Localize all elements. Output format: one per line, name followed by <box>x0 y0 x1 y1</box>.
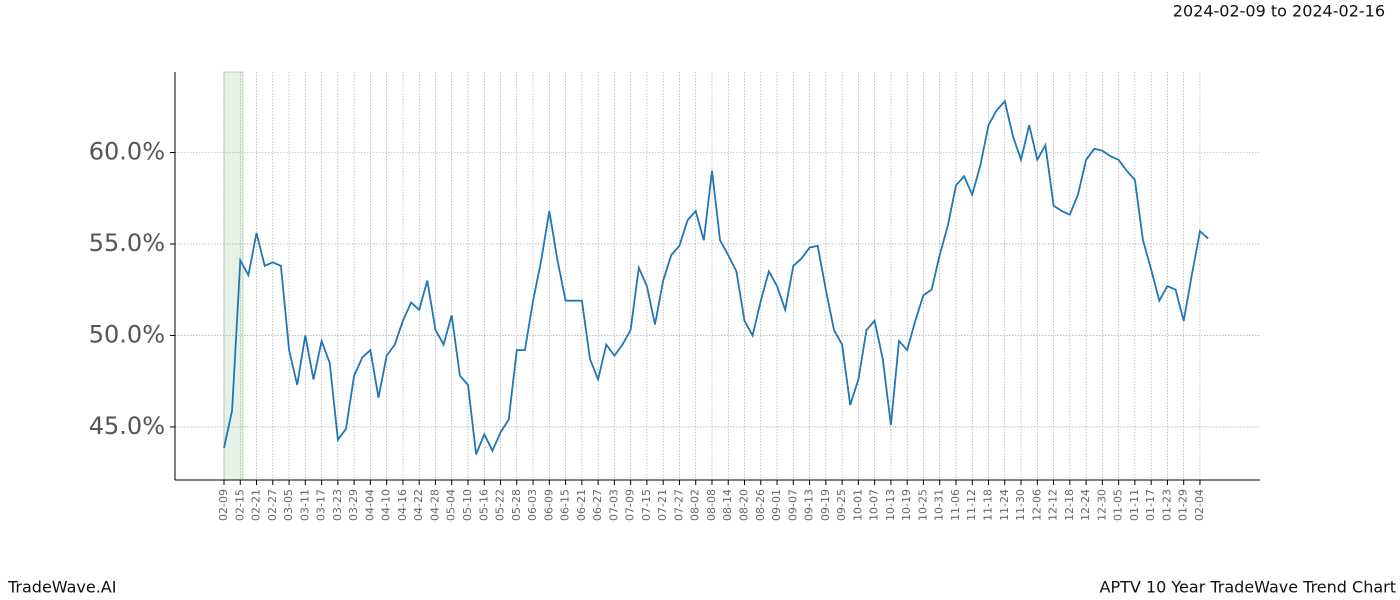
x-tick-label: 04-10 <box>380 489 393 521</box>
x-tick-label: 07-03 <box>607 489 620 521</box>
x-tick-label: 10-25 <box>916 489 929 521</box>
x-tick-label: 04-22 <box>412 489 425 521</box>
x-tick-label: 07-15 <box>640 489 653 521</box>
x-tick-label: 11-30 <box>1014 489 1027 521</box>
x-tick-label: 06-09 <box>542 489 555 521</box>
x-tick-label: 02-09 <box>217 489 230 521</box>
y-tick-label: 45.0% <box>89 412 165 440</box>
x-tick-label: 08-02 <box>689 489 702 521</box>
x-tick-label: 11-06 <box>949 489 962 521</box>
trend-line <box>223 99 1209 455</box>
x-tick-label: 12-18 <box>1063 489 1076 521</box>
x-tick-label: 04-04 <box>363 489 376 521</box>
x-tick-label: 06-03 <box>526 489 539 521</box>
x-tick-label: 10-07 <box>868 489 881 521</box>
x-tick-label: 05-10 <box>461 489 474 521</box>
x-tick-label: 05-16 <box>477 489 490 521</box>
x-tick-label: 11-18 <box>982 489 995 521</box>
x-tick-label: 02-21 <box>250 489 263 521</box>
x-tick-label: 01-23 <box>1160 489 1173 521</box>
x-tick-label: 10-01 <box>851 489 864 521</box>
x-tick-label: 04-16 <box>396 489 409 521</box>
x-tick-label: 03-17 <box>315 489 328 521</box>
y-tick-label: 60.0% <box>89 138 165 166</box>
date-range: 2024-02-09 to 2024-02-16 <box>1173 2 1385 21</box>
x-tick-label: 09-25 <box>835 489 848 521</box>
x-tick-label: 11-24 <box>998 489 1011 521</box>
x-tick-label: 07-09 <box>624 489 637 521</box>
x-tick-label: 02-27 <box>266 489 279 521</box>
x-tick-label: 08-14 <box>721 489 734 521</box>
x-tick-label: 09-07 <box>786 489 799 521</box>
x-tick-label: 02-15 <box>233 489 246 521</box>
x-tick-label: 06-15 <box>559 489 572 521</box>
x-tick-label: 10-31 <box>933 489 946 521</box>
x-tick-label: 09-13 <box>803 489 816 521</box>
x-tick-label: 12-30 <box>1095 489 1108 521</box>
x-tick-label: 09-19 <box>819 489 832 521</box>
x-tick-label: 09-01 <box>770 489 783 521</box>
x-tick-label: 10-13 <box>884 489 897 521</box>
x-tick-label: 10-19 <box>900 489 913 521</box>
brand: TradeWave.AI <box>7 578 116 597</box>
x-tick-label: 03-11 <box>298 489 311 521</box>
x-tick-label: 02-04 <box>1193 489 1206 521</box>
x-tick-label: 03-23 <box>331 489 344 521</box>
x-tick-label: 08-26 <box>754 489 767 521</box>
x-tick-label: 08-20 <box>738 489 751 521</box>
x-tick-label: 03-05 <box>282 489 295 521</box>
chart-title: APTV 10 Year TradeWave Trend Chart <box>1100 578 1396 597</box>
x-tick-label: 12-12 <box>1047 489 1060 521</box>
x-tick-label: 08-08 <box>705 489 718 521</box>
x-tick-label: 04-28 <box>428 489 441 521</box>
x-tick-label: 06-21 <box>575 489 588 521</box>
x-tick-label: 05-04 <box>445 489 458 521</box>
x-tick-label: 01-17 <box>1144 489 1157 521</box>
x-tick-label: 07-21 <box>656 489 669 521</box>
x-tick-label: 05-22 <box>494 489 507 521</box>
x-tick-label: 01-29 <box>1177 489 1190 521</box>
x-tick-label: 06-27 <box>591 489 604 521</box>
y-tick-label: 50.0% <box>89 320 165 348</box>
x-tick-label: 07-27 <box>672 489 685 521</box>
x-tick-label: 11-12 <box>965 489 978 521</box>
x-tick-label: 01-05 <box>1112 489 1125 521</box>
x-tick-label: 12-24 <box>1079 489 1092 521</box>
x-tick-label: 03-29 <box>347 489 360 521</box>
x-tick-label: 01-11 <box>1128 489 1141 521</box>
x-tick-label: 12-06 <box>1030 489 1043 521</box>
y-tick-label: 55.0% <box>89 229 165 257</box>
x-tick-label: 05-28 <box>510 489 523 521</box>
